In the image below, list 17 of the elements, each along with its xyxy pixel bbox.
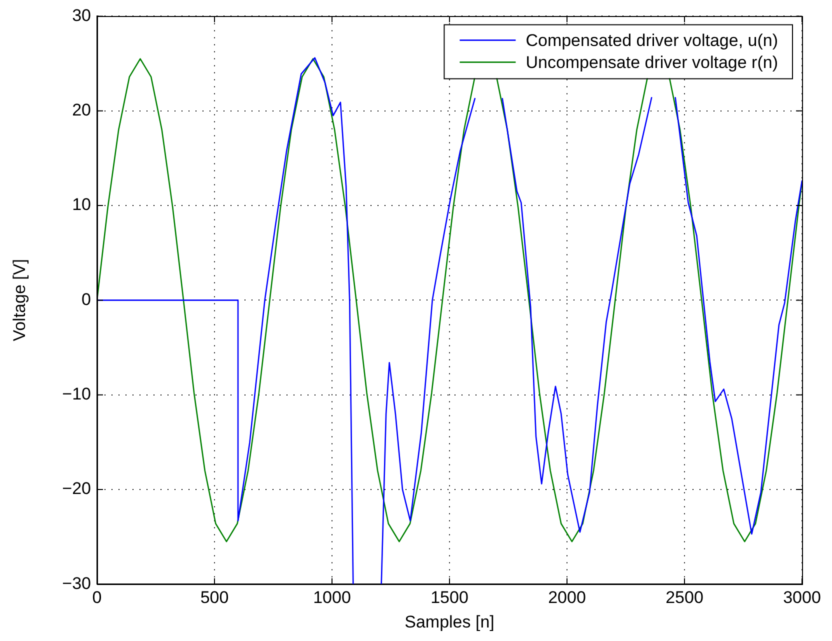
y-tick-label: 10 bbox=[72, 195, 91, 214]
x-tick-label: 500 bbox=[200, 588, 229, 608]
y-tick-label: −10 bbox=[62, 384, 91, 404]
y-tick-label: −20 bbox=[62, 479, 91, 498]
x-tick-label: 1000 bbox=[313, 588, 351, 608]
y-tick-label: 20 bbox=[72, 100, 91, 120]
x-tick-label: 3000 bbox=[783, 588, 821, 608]
y-tick-label: −30 bbox=[62, 574, 91, 593]
y-axis-title: Voltage [V] bbox=[10, 259, 29, 342]
legend-label: Compensated driver voltage, u(n) bbox=[526, 30, 778, 50]
legend-label: Uncompensate driver voltage r(n) bbox=[526, 52, 778, 72]
y-tick-label: 0 bbox=[82, 290, 91, 309]
x-axis-title: Samples [n] bbox=[404, 612, 494, 632]
x-tick-label: 2500 bbox=[666, 588, 704, 608]
y-tick-label: 30 bbox=[72, 6, 91, 25]
x-tick-label: 1500 bbox=[430, 588, 468, 608]
x-tick-label: 2000 bbox=[548, 588, 586, 608]
